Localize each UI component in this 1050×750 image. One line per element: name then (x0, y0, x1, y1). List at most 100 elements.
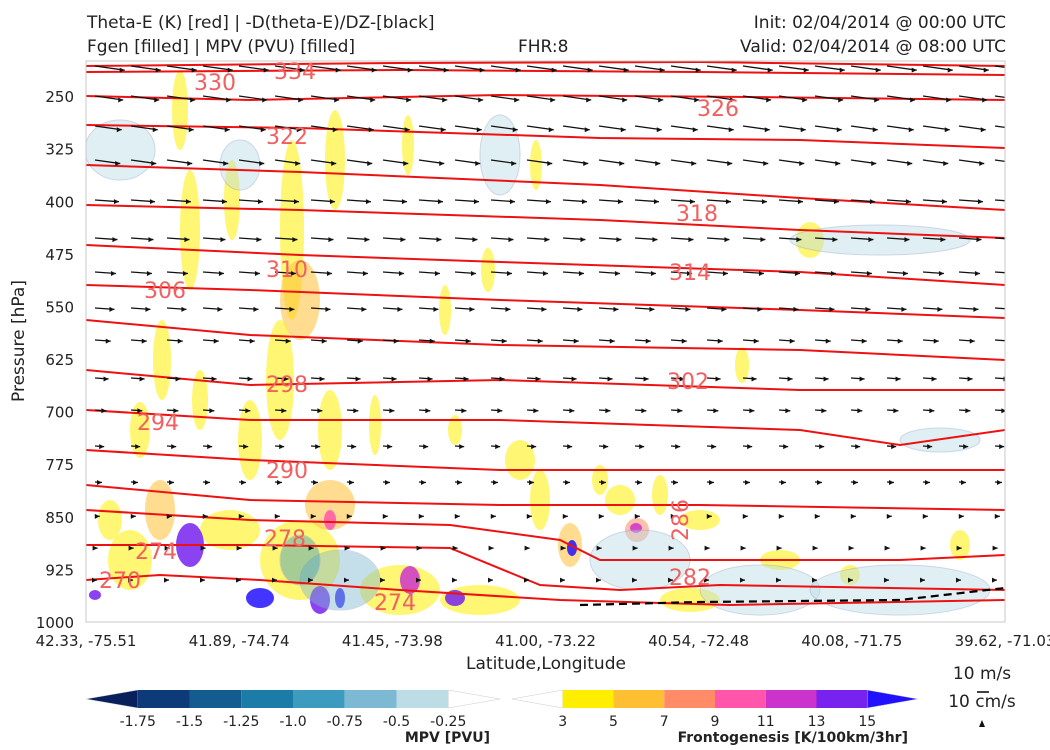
wind-vector-head (119, 67, 125, 73)
wind-vector-head (897, 338, 903, 344)
frontogenesis-fill (605, 485, 635, 515)
wind-vector-head (695, 67, 701, 73)
frontogenesis-fill (680, 510, 720, 530)
wind-vector-head (416, 545, 422, 551)
wind-vector-head (476, 127, 482, 133)
wind-vector-head (796, 237, 802, 243)
wind-vector-head (473, 199, 479, 205)
wind-vector-head (825, 338, 831, 344)
wind-vector-head (940, 237, 946, 243)
wind-vector-head (548, 127, 554, 133)
wind-vector-head (459, 444, 465, 450)
wind-vector-head (979, 161, 985, 167)
wind-vector-head (623, 67, 629, 73)
wind-vector-head (763, 161, 769, 167)
wind-vector-head (891, 444, 897, 450)
colorbar-segment (448, 689, 501, 709)
wind-vector-head (1015, 161, 1020, 166)
wind-vector-head (974, 270, 980, 276)
wind-vector-head (749, 408, 755, 414)
wind-vector-head (778, 513, 784, 519)
wind-vector-head (361, 306, 367, 312)
wind-vector-head (319, 376, 325, 382)
wind-vector-head (938, 270, 944, 276)
wind-vector-head (586, 97, 592, 103)
wind-vector-head (944, 127, 950, 133)
wind-vector-head (946, 97, 952, 103)
colorbar-tick: 5 (609, 714, 618, 730)
wind-vector-head (564, 479, 570, 485)
wind-vector-head (724, 237, 730, 243)
wind-vector-head (751, 376, 757, 382)
wind-vector-head (175, 376, 181, 382)
wind-vector-head (387, 444, 393, 450)
wind-vector-head (185, 199, 191, 205)
wind-vector-head (704, 545, 710, 551)
wind-vector-head (487, 577, 493, 583)
wind-vector-head (636, 479, 642, 485)
frontogenesis-fill (481, 248, 495, 292)
frontogenesis-fill (192, 370, 208, 430)
wind-vector-head (202, 513, 208, 519)
wind-vector-head (766, 97, 772, 103)
wind-vector-head (767, 67, 773, 73)
wind-vector-head (605, 408, 611, 414)
wind-vector-head (920, 545, 926, 551)
wind-vector-head (456, 479, 462, 485)
wind-vector-head (139, 376, 145, 382)
wind-vector-head (717, 338, 723, 344)
wind-vector-head (911, 67, 917, 73)
reference-vector-horizontal: 10 m/s (953, 664, 1011, 684)
wind-vector-head (689, 199, 695, 205)
title-line-1: Theta-E (K) [red] | -D(theta-E)/DZ-[blac… (87, 13, 435, 33)
y-tick-label: 850 (45, 509, 74, 527)
wind-vector-head (1006, 339, 1011, 344)
wind-vector-head (299, 67, 305, 73)
theta-e-label: 298 (266, 373, 308, 398)
wind-vector-head (533, 408, 539, 414)
wind-vector-head (334, 97, 340, 103)
wind-vector-head (622, 97, 628, 103)
theta-e-contour (86, 284, 1005, 319)
wind-vector-head (645, 338, 651, 344)
wind-vector-head (184, 237, 190, 243)
wind-vector-head (847, 577, 853, 583)
wind-vector-head (740, 545, 746, 551)
wind-vector-head (994, 513, 1000, 519)
wind-vector-head (501, 338, 507, 344)
wind-vector-head (240, 479, 246, 485)
theta-e-label: 278 (264, 527, 306, 552)
wind-vector-head (357, 338, 363, 344)
wind-vector-head (1014, 199, 1019, 204)
wind-vector-head (839, 67, 845, 73)
wind-vector-head (166, 513, 172, 519)
wind-vector-head (296, 127, 302, 133)
wind-vector-head (631, 577, 637, 583)
wind-vector-head (835, 161, 841, 167)
wind-vector-head (598, 513, 604, 519)
y-tick-label: 775 (45, 456, 74, 474)
wind-vector-head (145, 306, 151, 312)
wind-vector-head (362, 270, 368, 276)
wind-vector-head (758, 270, 764, 276)
wind-vector-head (871, 161, 877, 167)
wind-vector-head (315, 444, 321, 450)
frontogenesis-fill (98, 500, 122, 540)
theta-e-label: 282 (669, 566, 711, 591)
wind-vector-head (980, 127, 986, 133)
wind-vector-head (99, 444, 105, 450)
wind-vector-head (789, 338, 795, 344)
wind-vector-head (384, 479, 390, 485)
colorbar-segment (664, 690, 715, 708)
wind-vector-head (152, 127, 158, 133)
wind-vector-head (141, 338, 147, 344)
wind-vector-head (643, 376, 649, 382)
frontogenesis-fill (324, 510, 336, 530)
theta-e-label: 310 (266, 258, 308, 283)
wind-vector-head (292, 237, 298, 243)
wind-vector-head (983, 67, 989, 73)
wind-vector-head (223, 161, 229, 167)
wind-vector-head (947, 67, 953, 73)
theta-e-label: 290 (266, 459, 308, 484)
